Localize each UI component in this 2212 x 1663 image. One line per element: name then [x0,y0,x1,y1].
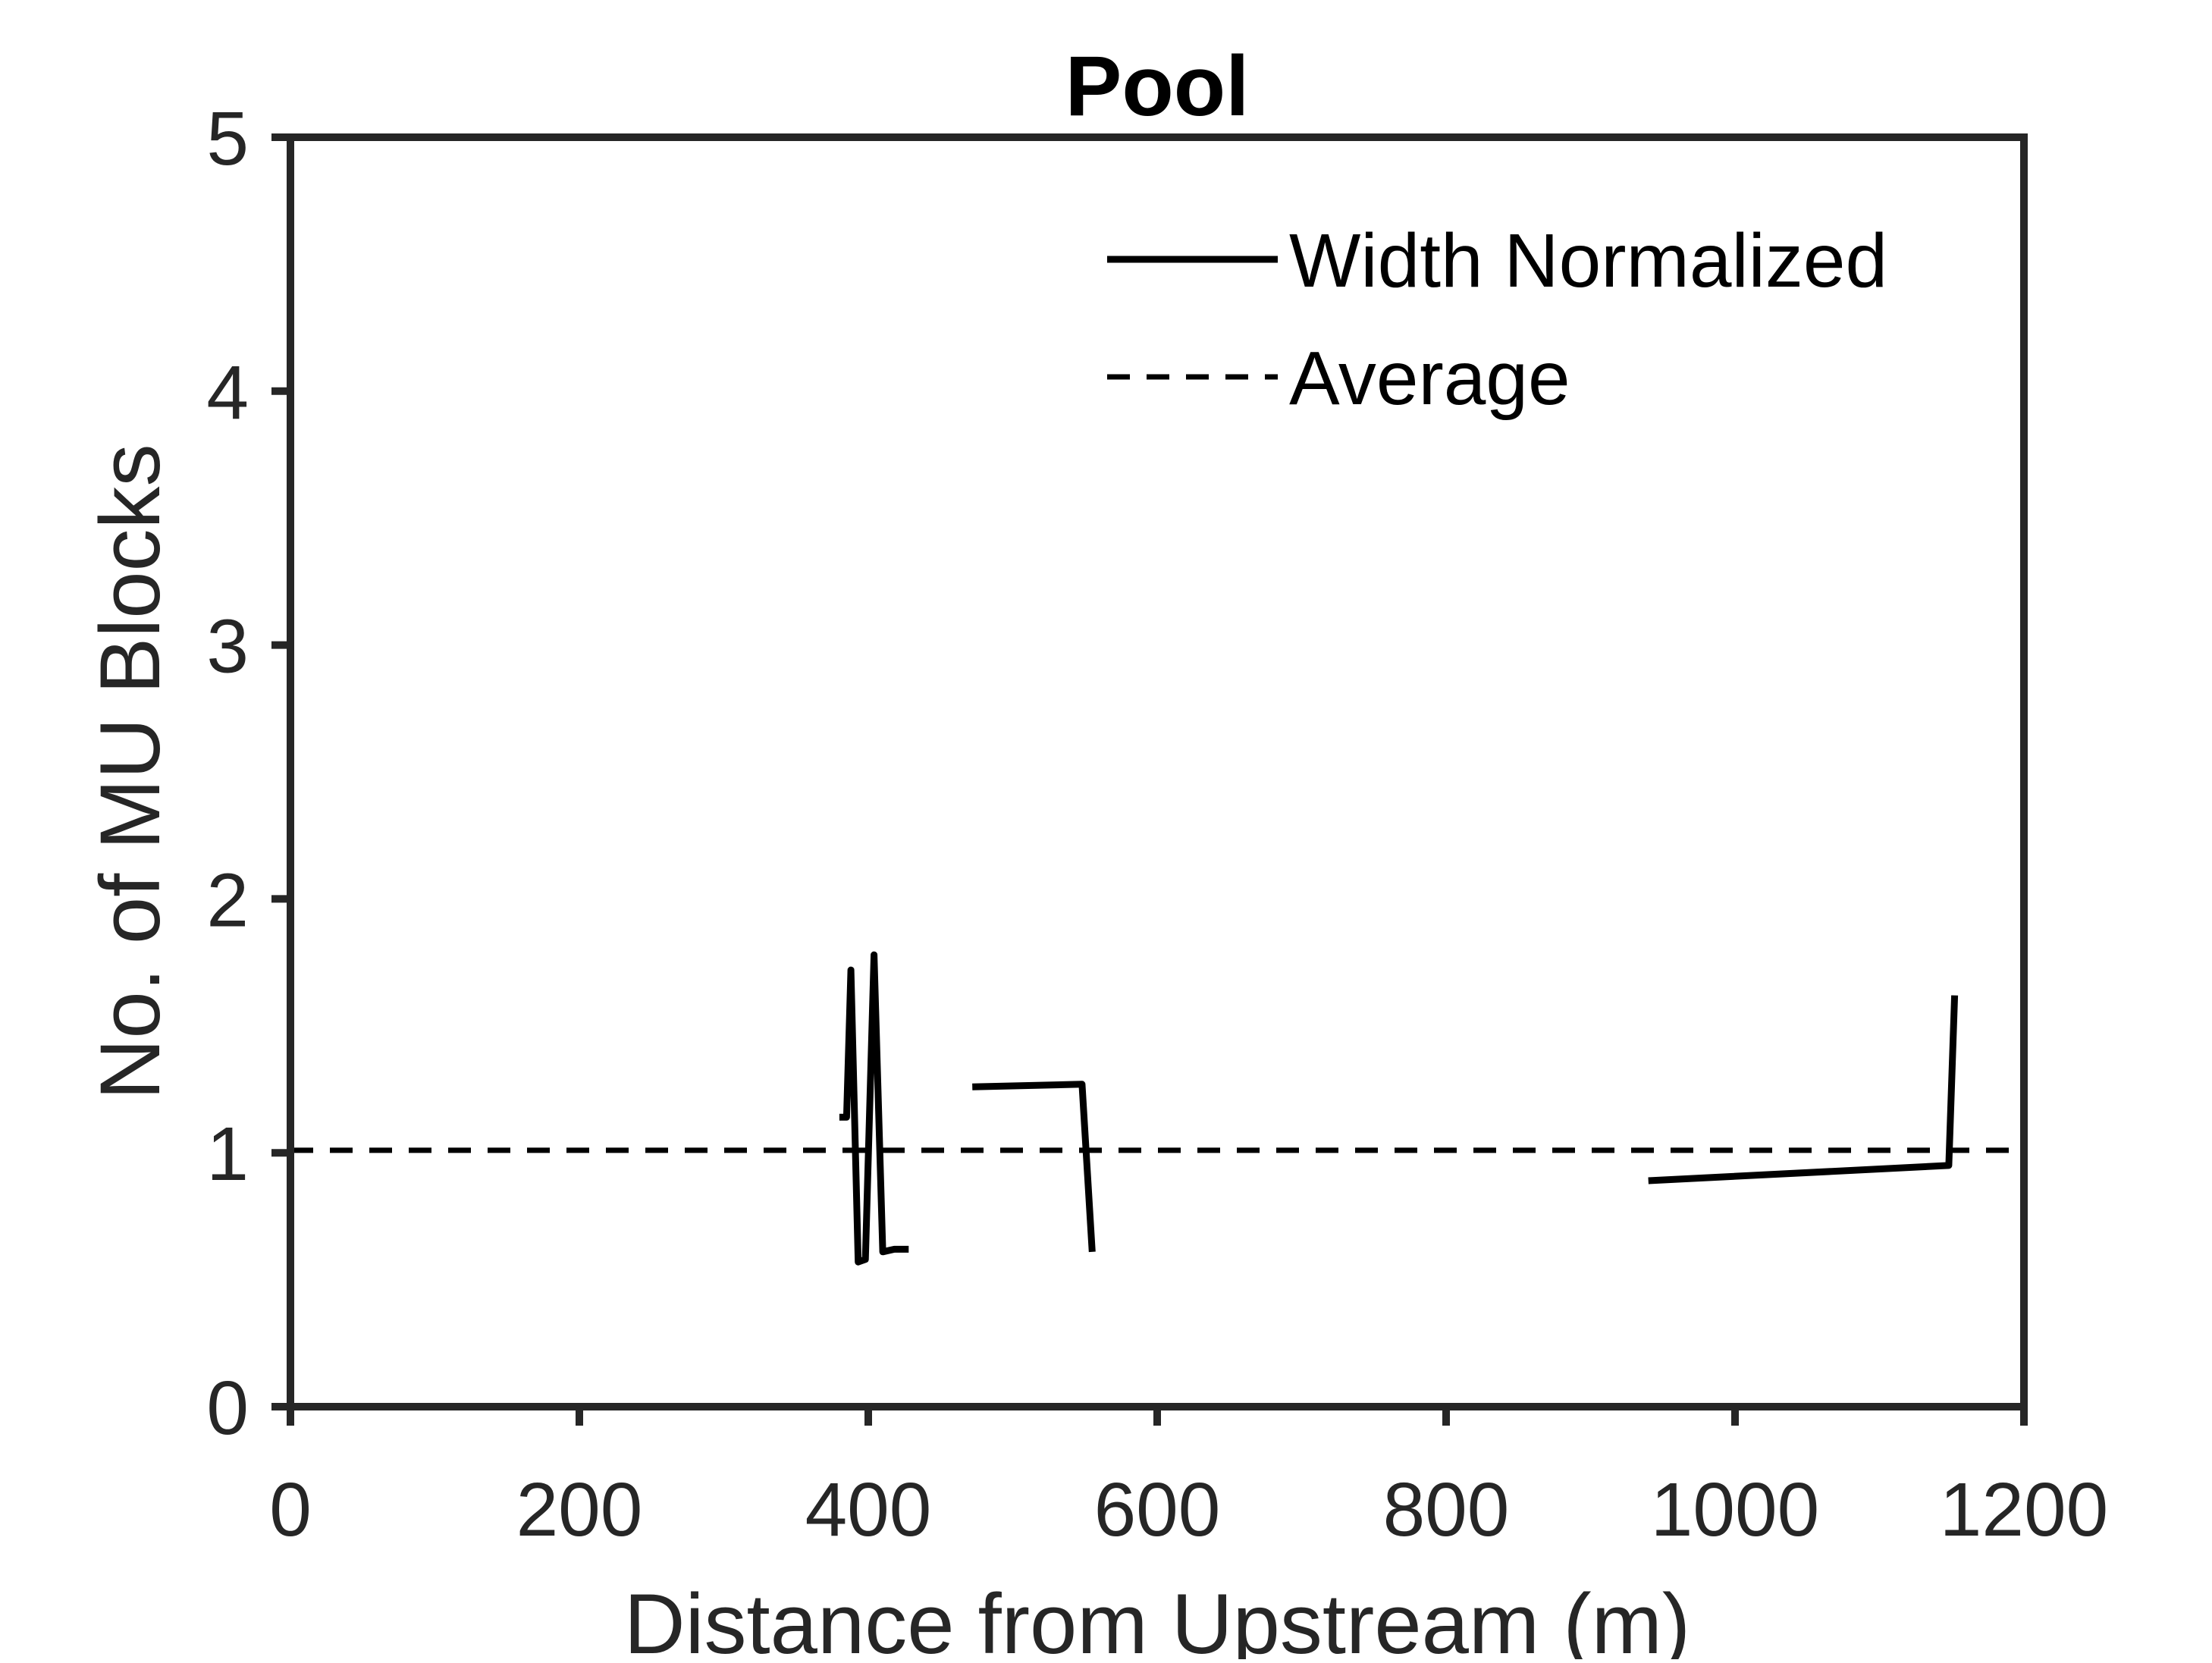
x-tick-label: 200 [516,1467,643,1552]
x-tick-label: 400 [805,1467,932,1552]
y-tick-label: 4 [206,350,249,435]
series-layer [290,951,2024,1266]
legend-label-average: Average [1289,336,1570,421]
legend-label-width-normalized: Width Normalized [1289,218,1887,303]
legend: Width Normalized Average [1107,218,1887,421]
x-tick-label: 1000 [1651,1467,1819,1552]
y-tick-label: 3 [206,604,249,689]
x-axis-label: Distance from Upstream (m) [624,1577,1690,1659]
y-tick-label: 2 [206,858,249,943]
x-tick-label: 600 [1094,1467,1221,1552]
plot-frame [287,133,2028,1410]
series-line-width-normalized [1648,995,1959,1184]
x-tick-label: 800 [1383,1467,1510,1552]
series-line-width-normalized [839,951,909,1266]
tick-layer: 0 200 400 600 800 1000 1200 0 1 2 3 4 5 [206,96,2108,1552]
y-tick-label: 5 [206,96,249,181]
x-tick-label: 0 [269,1467,312,1552]
y-axis-label: No. of MU Blocks [83,444,177,1100]
y-tick-label: 1 [206,1112,249,1197]
x-tick-label: 1200 [1940,1467,2108,1552]
series-line-width-normalized [972,1081,1096,1253]
chart-title: Pool [1065,39,1250,133]
y-tick-label: 0 [206,1366,249,1451]
